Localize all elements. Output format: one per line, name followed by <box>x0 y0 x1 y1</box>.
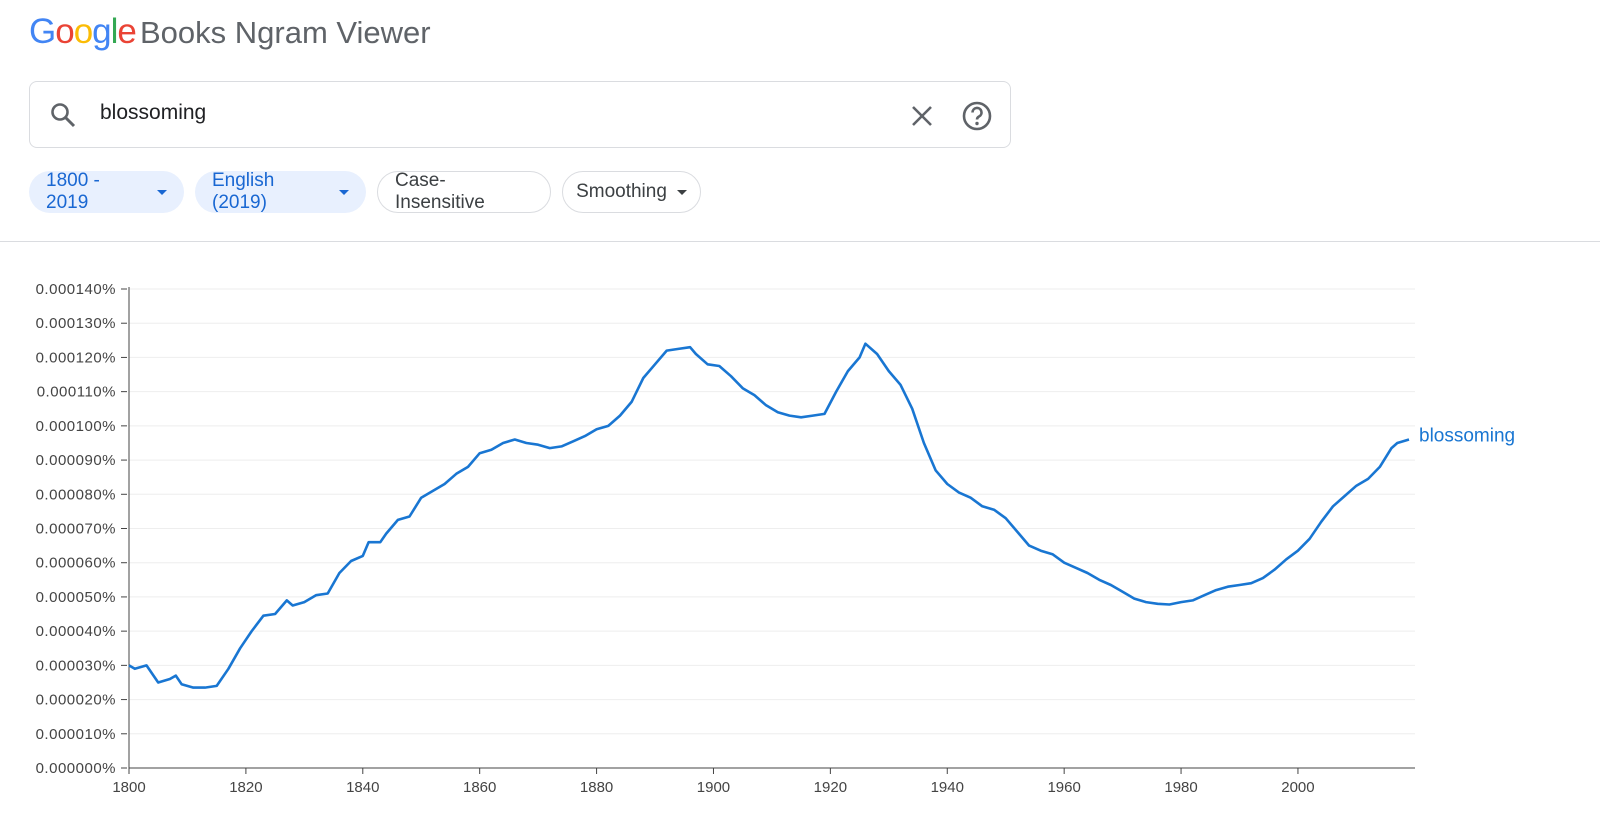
x-tick-label: 1860 <box>463 779 496 796</box>
dropdown-caret <box>339 189 349 195</box>
y-tick-label: 0.000030% <box>36 657 116 674</box>
clear-button[interactable] <box>908 102 936 130</box>
y-tick-label: 0.000020% <box>36 692 116 709</box>
y-tick-label: 0.000070% <box>36 521 116 538</box>
x-tick-label: 1840 <box>346 779 379 796</box>
series-label: blossoming <box>1419 426 1515 447</box>
filter-chip[interactable]: 1800 - 2019 <box>29 170 184 213</box>
x-tick-label: 1960 <box>1047 779 1080 796</box>
filter-chip[interactable]: Smoothing <box>562 171 701 213</box>
x-tick-label: 1920 <box>814 779 847 796</box>
filter-label: Case-Insensitive <box>395 170 485 213</box>
app-title: Books Ngram Viewer <box>140 15 431 50</box>
y-tick-label: 0.000130% <box>36 315 116 332</box>
y-tick-label: 0.000090% <box>36 452 116 469</box>
help-button[interactable] <box>961 100 993 132</box>
y-tick-label: 0.000120% <box>36 349 116 366</box>
search-icon <box>51 103 76 128</box>
y-tick-label: 0.000050% <box>36 589 116 606</box>
dropdown-caret <box>157 189 167 195</box>
x-tick-label: 1940 <box>931 779 964 796</box>
y-tick-label: 0.000080% <box>36 486 116 503</box>
x-tick-label: 1820 <box>229 779 262 796</box>
y-tick-label: 0.000110% <box>37 384 116 401</box>
filter-label: English (2019) <box>212 170 275 213</box>
y-tick-label: 0.000040% <box>36 623 116 640</box>
x-tick-label: 1800 <box>112 779 145 796</box>
filter-label: Smoothing <box>576 181 667 202</box>
x-tick-label: 2000 <box>1281 779 1314 796</box>
series-line <box>128 342 1410 689</box>
filter-label: 1800 - 2019 <box>46 170 100 213</box>
divider <box>0 241 1600 242</box>
filter-chip[interactable]: English (2019) <box>195 170 366 213</box>
search-query[interactable]: blossoming <box>100 101 207 124</box>
y-tick-label: 0.000010% <box>36 726 116 743</box>
x-tick-label: 1880 <box>580 779 613 796</box>
y-tick-label: 0.000140% <box>36 281 116 298</box>
search-box[interactable] <box>29 81 1011 148</box>
y-tick-label: 0.000000% <box>36 760 116 777</box>
x-tick-label: 1900 <box>697 779 730 796</box>
dropdown-caret <box>676 189 687 195</box>
y-tick-label: 0.000060% <box>36 555 116 572</box>
filter-chip[interactable]: Case-Insensitive <box>377 170 551 213</box>
x-tick-label: 1980 <box>1164 779 1197 796</box>
google-logo: Google <box>29 12 137 51</box>
y-tick-label: 0.000100% <box>36 418 116 435</box>
